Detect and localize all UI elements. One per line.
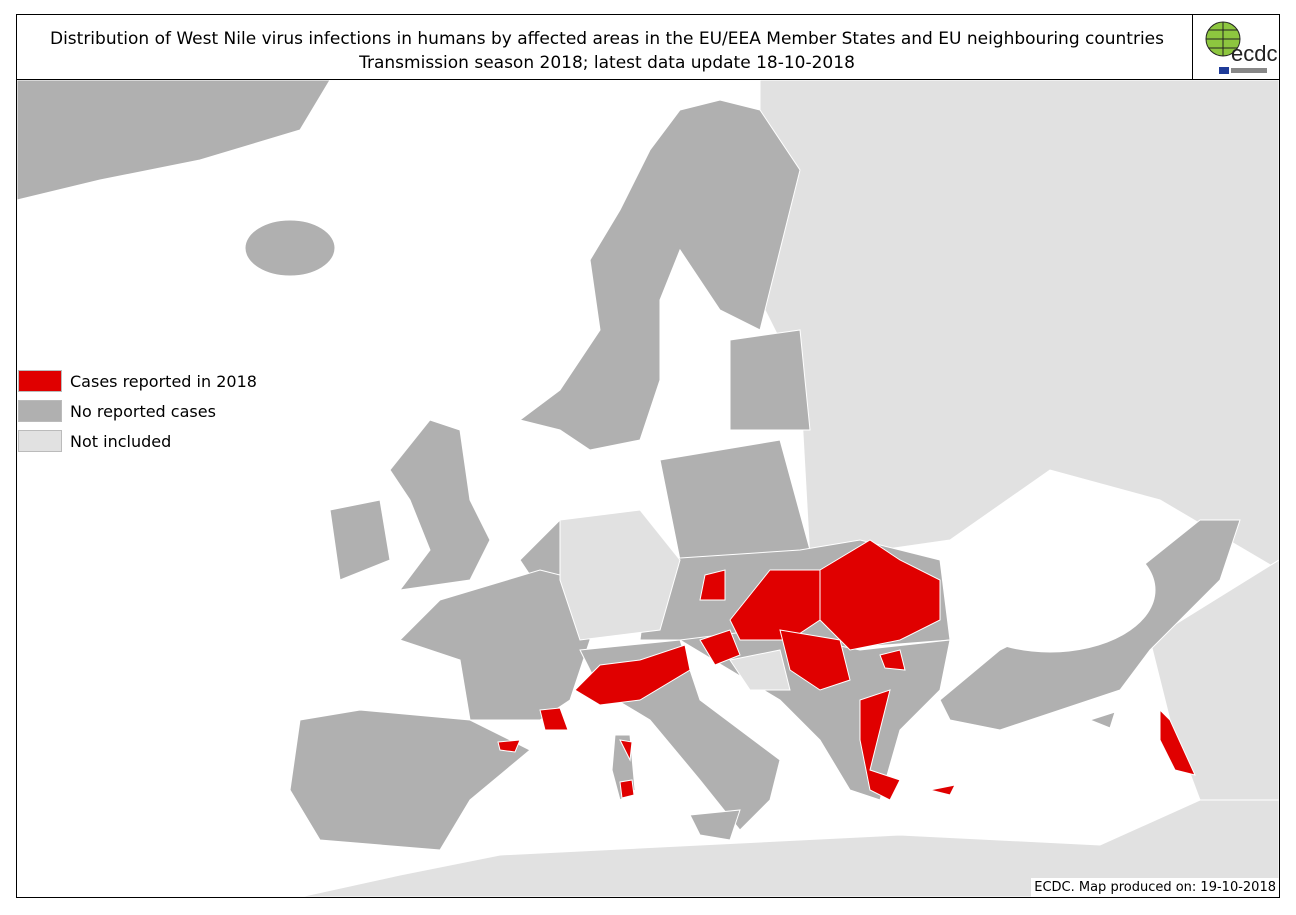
legend-swatch-red <box>18 370 62 392</box>
legend-label: Cases reported in 2018 <box>70 371 257 391</box>
region-spain-portugal <box>289 709 531 851</box>
region-baltics <box>729 329 811 431</box>
affected-area-spain <box>497 739 521 753</box>
region-cyprus <box>1088 711 1116 729</box>
map-title: Distribution of West Nile virus infectio… <box>17 27 1197 75</box>
region-sicily <box>689 809 741 841</box>
region-middle-east <box>1149 559 1280 801</box>
map <box>16 79 1280 898</box>
affected-area-north-italy <box>574 644 691 706</box>
title-line-1: Distribution of West Nile virus infectio… <box>49 29 1164 49</box>
affected-area-romania <box>819 539 941 651</box>
legend-swatch-light-grey <box>18 430 62 452</box>
affected-area-greece <box>859 689 901 801</box>
affected-area-croatia <box>699 629 741 666</box>
region-uk <box>389 419 491 591</box>
svg-text:ecdc: ecdc <box>1231 41 1277 66</box>
legend-label: No reported cases <box>70 401 216 421</box>
ecdc-logo-icon: ecdc <box>1205 21 1277 74</box>
region-france <box>399 569 591 721</box>
affected-area-bulgaria <box>879 649 906 671</box>
affected-area-sardinia <box>619 779 635 799</box>
legend: Cases reported in 2018 No reported cases… <box>18 370 257 460</box>
map-credit: ECDC. Map produced on: 19-10-2018 <box>1031 878 1279 897</box>
affected-area-crete <box>929 784 956 796</box>
affected-area-corsica <box>619 739 633 762</box>
title-bar: Distribution of West Nile virus infectio… <box>16 14 1280 80</box>
region-ireland <box>329 499 391 581</box>
region-black-sea <box>944 527 1156 653</box>
region-russia-ukraine <box>759 79 1280 571</box>
region-scandinavia <box>518 99 801 451</box>
affected-area-israel <box>1159 708 1196 776</box>
region-iceland <box>244 219 336 277</box>
affected-area-south-france <box>539 707 569 731</box>
legend-label: Not included <box>70 431 172 451</box>
legend-item-cases: Cases reported in 2018 <box>18 370 257 392</box>
title-line-2: Transmission season 2018; latest data up… <box>359 53 855 73</box>
region-greenland <box>16 79 331 201</box>
region-bosnia <box>729 649 791 691</box>
legend-swatch-grey <box>18 400 62 422</box>
affected-area-austria <box>699 569 726 601</box>
legend-item-not-included: Not included <box>18 430 257 452</box>
region-germany <box>559 509 681 641</box>
ecdc-logo: ecdc <box>1192 15 1279 79</box>
affected-area-hungary <box>729 569 821 641</box>
affected-area-serbia <box>779 629 851 691</box>
map-canvas <box>16 79 1280 898</box>
region-poland <box>659 439 811 561</box>
legend-item-no-cases: No reported cases <box>18 400 257 422</box>
